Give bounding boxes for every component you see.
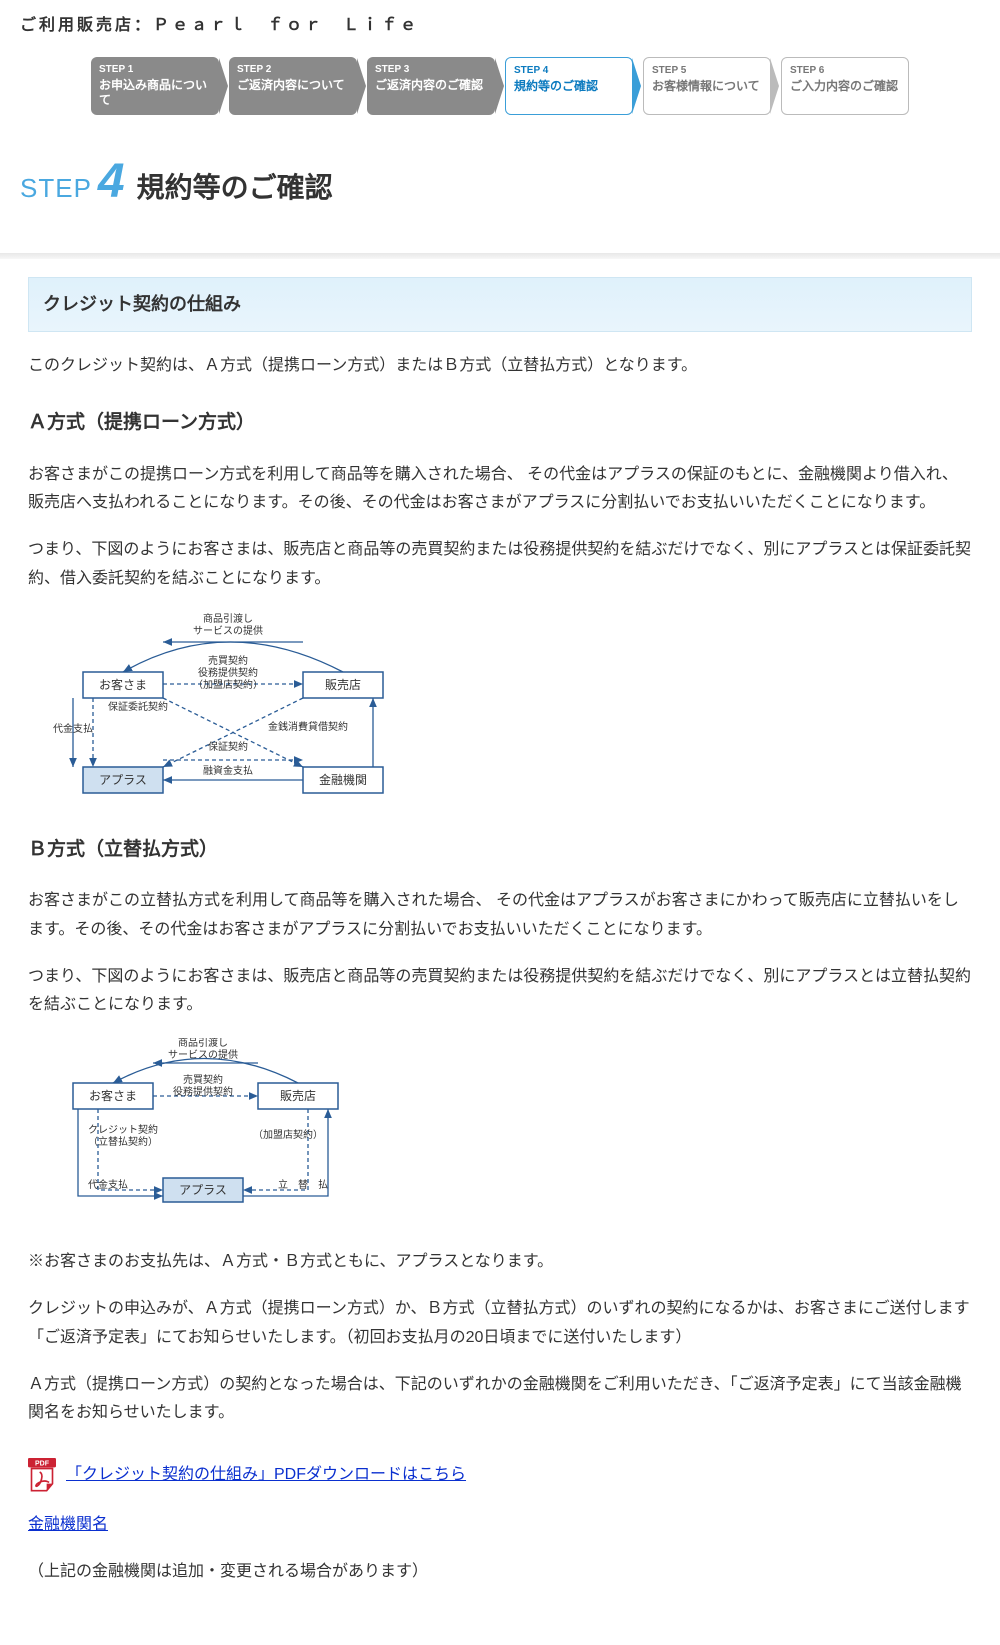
- step-label: ご返済内容について: [237, 78, 345, 92]
- step-num: STEP 1: [99, 63, 211, 76]
- step-title: 規約等のご確認: [137, 163, 333, 213]
- step-num: STEP 2: [237, 63, 349, 76]
- svg-text:売買契約: 売買契約: [208, 654, 248, 667]
- svg-text:（加盟店契約）: （加盟店契約）: [193, 678, 263, 691]
- svg-text:商品引渡し: 商品引渡し: [203, 612, 253, 625]
- svg-text:立 替 払: 立 替 払: [278, 1178, 328, 1191]
- step-5[interactable]: STEP 5 お客様情報について: [643, 57, 771, 115]
- step-num: STEP 6: [790, 64, 900, 77]
- stepper: STEP 1 お申込み商品について STEP 2 ご返済内容について STEP …: [0, 49, 1000, 131]
- method-a-p1: お客さまがこの提携ローン方式を利用して商品等を購入された場合、 その代金はアプラ…: [28, 461, 972, 519]
- store-name: ご利用販売店：Ｐｅａｒｌ ｆｏｒ Ｌｉｆｅ: [0, 0, 1000, 49]
- svg-text:保証契約: 保証契約: [208, 740, 248, 753]
- step-word: STEP: [20, 165, 92, 212]
- step-num: STEP 5: [652, 64, 762, 77]
- note-2: クレジットの申込みが、Ａ方式（提携ローン方式）か、Ｂ方式（立替払方式）のいずれの…: [28, 1295, 972, 1353]
- bank-list-link[interactable]: 金融機関名: [28, 1516, 108, 1533]
- svg-text:PDF: PDF: [35, 1461, 50, 1468]
- svg-text:金融機関: 金融機関: [319, 772, 367, 787]
- svg-text:お客さま: お客さま: [99, 677, 147, 692]
- svg-text:販売店: 販売店: [325, 677, 361, 692]
- svg-text:サービスの提供: サービスの提供: [193, 624, 263, 637]
- step-3[interactable]: STEP 3 ご返済内容のご確認: [367, 57, 495, 115]
- note-1: ※お客さまのお支払先は、Ａ方式・Ｂ方式ともに、アプラスとなります。: [28, 1248, 972, 1277]
- step-6[interactable]: STEP 6 ご入力内容のご確認: [781, 57, 909, 115]
- step-label: お客様情報について: [652, 79, 760, 93]
- bank-note: （上記の金融機関は追加・変更される場合があります）: [28, 1558, 972, 1587]
- method-a-p2: つまり、下図のようにお客さまは、販売店と商品等の売買契約または役務提供契約を結ぶ…: [28, 536, 972, 594]
- method-b-p2: つまり、下図のようにお客さまは、販売店と商品等の売買契約または役務提供契約を結ぶ…: [28, 963, 972, 1021]
- diagram-a: お客さま 販売店アプラス 金融機関 商品引渡しサービスの提供売買契約役務提供契約（加盟…: [28, 612, 408, 807]
- svg-text:販売店: 販売店: [280, 1088, 316, 1103]
- svg-text:売買契約: 売買契約: [183, 1073, 223, 1086]
- section-title-credit: クレジット契約の仕組み: [28, 277, 972, 331]
- step-num: STEP 3: [375, 63, 487, 76]
- svg-text:商品引渡し: 商品引渡し: [178, 1038, 228, 1049]
- intro-text: このクレジット契約は、Ａ方式（提携ローン方式）またはＢ方式（立替払方式）となりま…: [28, 352, 972, 381]
- note-3: Ａ方式（提携ローン方式）の契約となった場合は、下記のいずれかの金融機関をご利用い…: [28, 1371, 972, 1429]
- method-b-p1: お客さまがこの立替払方式を利用して商品等を購入された場合、 その代金はアプラスが…: [28, 887, 972, 945]
- svg-text:代金支払: 代金支払: [53, 722, 93, 735]
- svg-text:金銭消費貸借契約: 金銭消費貸借契約: [268, 720, 348, 733]
- svg-text:（加盟店契約）: （加盟店契約）: [253, 1128, 323, 1141]
- step-number: 4: [98, 139, 125, 225]
- step-4[interactable]: STEP 4 規約等のご確認: [505, 57, 633, 115]
- pdf-download-link[interactable]: 「クレジット契約の仕組み」PDFダウンロードはこちら: [66, 1461, 466, 1490]
- divider: [0, 253, 1000, 259]
- method-b-title: Ｂ方式（立替払方式）: [28, 833, 972, 867]
- svg-text:アプラス: アプラス: [179, 1183, 227, 1197]
- svg-text:保証委託契約: 保証委託契約: [108, 700, 168, 713]
- step-2[interactable]: STEP 2 ご返済内容について: [229, 57, 357, 115]
- step-label: ご返済内容のご確認: [375, 78, 483, 92]
- step-num: STEP 4: [514, 64, 624, 77]
- step-label: ご入力内容のご確認: [790, 79, 898, 93]
- step-label: 規約等のご確認: [514, 79, 598, 93]
- svg-text:お客さま: お客さま: [89, 1088, 137, 1103]
- step-label: お申込み商品について: [99, 78, 207, 108]
- pdf-icon: PDF: [28, 1458, 56, 1493]
- svg-text:サービスの提供: サービスの提供: [168, 1048, 238, 1061]
- diagram-b: お客さま 販売店アプラス 商品引渡しサービスの提供売買契約役務提供契約クレジット契約…: [28, 1038, 368, 1218]
- svg-text:アプラス: アプラス: [99, 773, 147, 787]
- method-a-title: Ａ方式（提携ローン方式）: [28, 406, 972, 440]
- svg-text:役務提供契約: 役務提供契約: [173, 1085, 233, 1098]
- page-heading: STEP 4 規約等のご確認: [0, 131, 1000, 253]
- svg-text:クレジット契約: クレジット契約: [88, 1123, 158, 1136]
- step-1[interactable]: STEP 1 お申込み商品について: [91, 57, 219, 115]
- svg-text:代金支払: 代金支払: [88, 1178, 128, 1191]
- svg-text:融資金支払: 融資金支払: [203, 764, 253, 777]
- svg-text:（立替払契約）: （立替払契約）: [88, 1135, 158, 1148]
- svg-text:役務提供契約: 役務提供契約: [198, 666, 258, 679]
